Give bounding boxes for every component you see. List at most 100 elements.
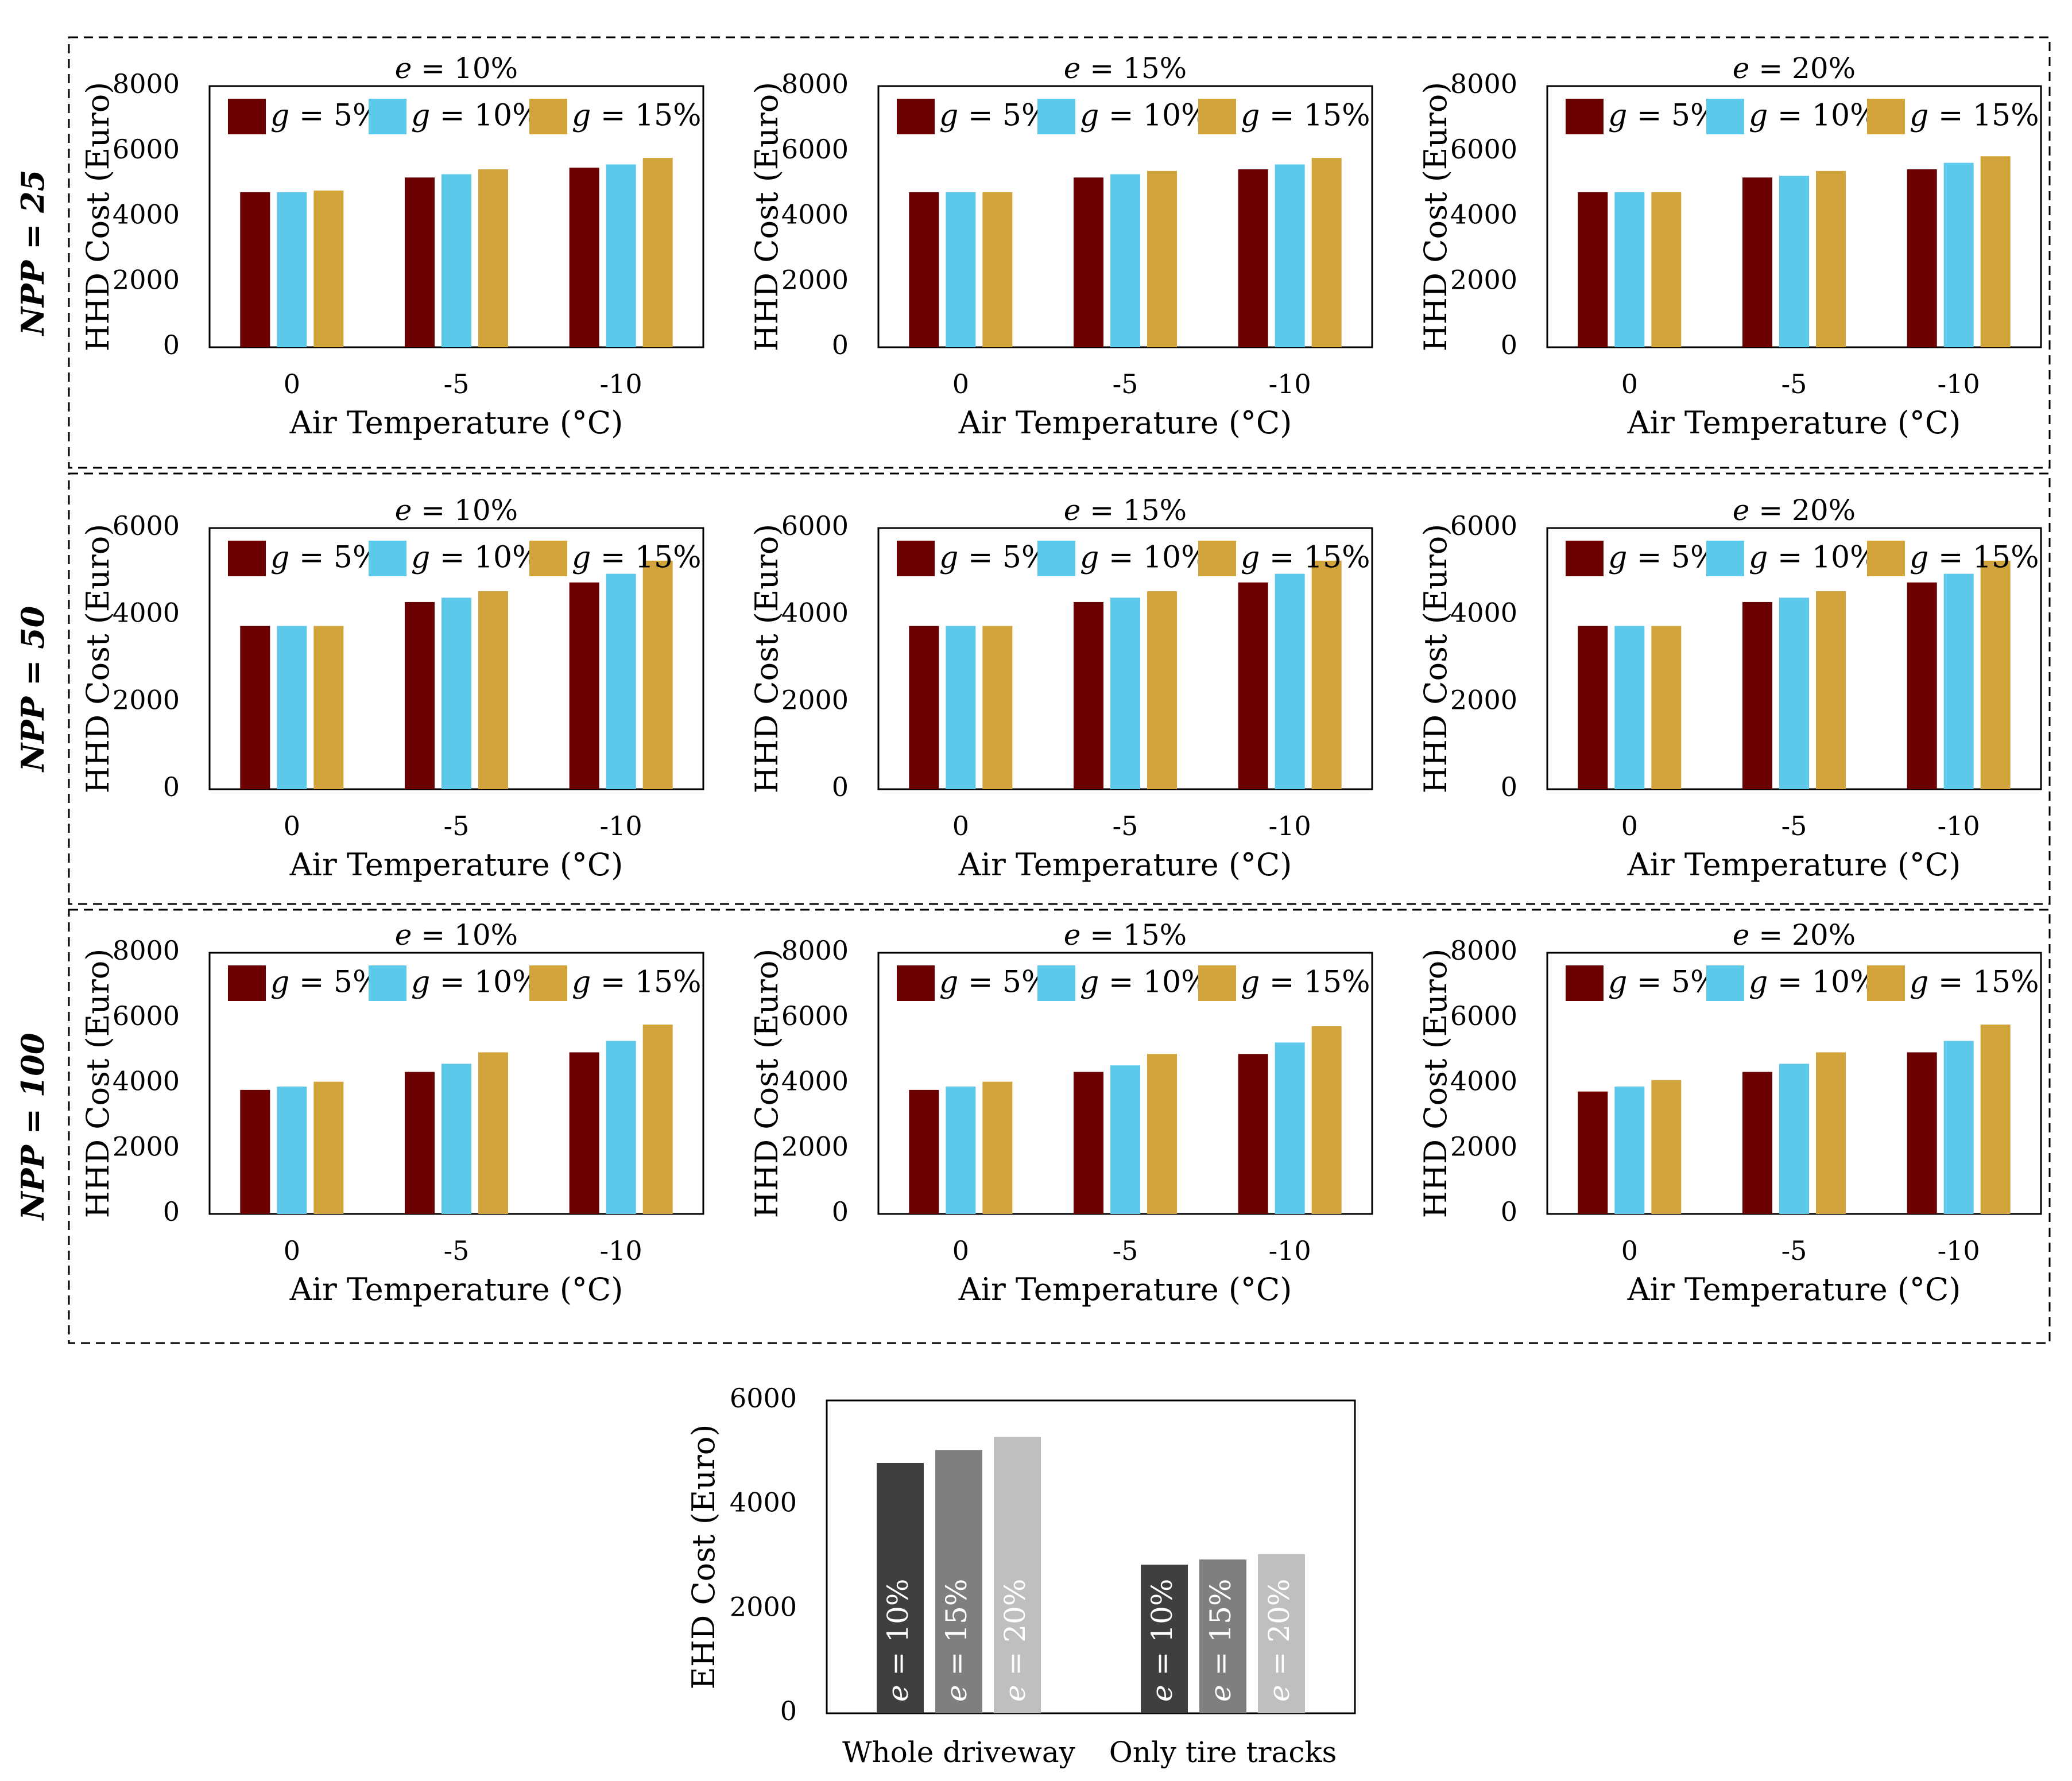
y-axis-label: HHD Cost (Euro) — [80, 524, 116, 794]
legend-swatch — [1037, 965, 1075, 1001]
x-tick-label: -5 — [1781, 1235, 1807, 1266]
bar — [1907, 582, 1937, 789]
bar — [606, 1041, 636, 1214]
bar — [642, 560, 673, 789]
bar — [240, 1089, 270, 1214]
bar — [1110, 174, 1140, 347]
panel-title: e = 10% — [395, 918, 518, 952]
x-axis-label: Air Temperature (°C) — [1627, 405, 1961, 441]
x-tick-label: -10 — [1269, 810, 1311, 841]
bar — [1578, 192, 1608, 347]
bar — [478, 169, 508, 347]
y-tick-label: 4000 — [113, 199, 180, 230]
x-tick-label: 0 — [1621, 1235, 1638, 1266]
y-tick-label: 6000 — [781, 510, 849, 541]
legend-label: g = 15% — [572, 541, 702, 575]
y-axis-label: HHD Cost (Euro) — [749, 82, 785, 352]
y-tick-label: 0 — [780, 1695, 797, 1726]
npp-group-box-2 — [68, 909, 2051, 1344]
legend-swatch — [1867, 965, 1905, 1001]
legend-swatch — [1867, 541, 1905, 576]
x-axis-label: Air Temperature (°C) — [289, 405, 623, 441]
bar — [1578, 626, 1608, 789]
x-tick-label: 0 — [1621, 810, 1638, 841]
y-tick-label: 0 — [1501, 771, 1517, 802]
x-tick-label: -10 — [600, 1235, 642, 1266]
bar — [1311, 158, 1342, 347]
bar — [569, 1052, 599, 1214]
bar — [1614, 192, 1645, 347]
legend-swatch — [228, 541, 266, 576]
bar — [642, 1025, 673, 1214]
y-tick-label: 4000 — [781, 1066, 849, 1097]
y-tick-label: 0 — [163, 1196, 180, 1227]
panel-title: e = 20% — [1733, 494, 1856, 527]
x-tick-label: 0 — [952, 1235, 969, 1266]
bar-series-label: e = 10% — [881, 1579, 915, 1702]
bar — [1980, 1025, 2011, 1214]
bar — [405, 1072, 435, 1214]
y-tick-label: 6000 — [781, 134, 849, 165]
x-tick-label: 0 — [284, 810, 300, 841]
y-tick-label: 2000 — [1450, 1131, 1517, 1162]
legend-label: g = 10% — [1080, 99, 1210, 133]
legend-label: g = 10% — [411, 541, 541, 575]
y-tick-label: 2000 — [113, 264, 180, 295]
legend-label: g = 15% — [1241, 99, 1370, 133]
x-tick-label: -5 — [444, 1235, 470, 1266]
bar — [1110, 597, 1140, 789]
bar — [277, 1087, 307, 1214]
y-axis-label: HHD Cost (Euro) — [1418, 524, 1454, 794]
bar — [478, 1052, 508, 1214]
x-tick-label: -5 — [1113, 810, 1138, 841]
bar — [1258, 1554, 1305, 1713]
bar — [441, 597, 471, 789]
legend-label: g = 10% — [1749, 99, 1879, 133]
legend-swatch — [369, 99, 406, 134]
legend-label: g = 5% — [270, 99, 381, 133]
x-tick-label: 0 — [1621, 368, 1638, 399]
y-tick-label: 8000 — [781, 68, 849, 99]
x-tick-label: -10 — [600, 368, 642, 399]
bar — [946, 1087, 976, 1214]
y-tick-label: 0 — [1501, 1196, 1517, 1227]
bar — [642, 158, 673, 347]
y-tick-label: 0 — [832, 329, 849, 360]
bar — [909, 192, 939, 347]
bar — [1980, 560, 2011, 789]
legend-label: g = 5% — [939, 99, 1049, 133]
legend-label: g = 15% — [1241, 965, 1370, 1000]
x-tick-label: 0 — [952, 368, 969, 399]
bar — [1614, 626, 1645, 789]
y-tick-label: 2000 — [781, 264, 849, 295]
y-tick-label: 0 — [163, 329, 180, 360]
x-tick-label: -10 — [1938, 1235, 1980, 1266]
panel-title: e = 20% — [1733, 918, 1856, 952]
bar — [1238, 582, 1268, 789]
y-tick-label: 8000 — [113, 68, 180, 99]
npp-group-label: NPP = 50 — [14, 606, 51, 773]
x-tick-label: -5 — [1113, 1235, 1138, 1266]
bar — [277, 626, 307, 789]
y-tick-label: 6000 — [113, 1000, 180, 1031]
bar — [240, 192, 270, 347]
y-tick-label: 2000 — [1450, 684, 1517, 715]
bar — [1907, 169, 1937, 347]
bar — [606, 164, 636, 347]
y-tick-label: 8000 — [781, 935, 849, 966]
legend-swatch — [369, 541, 406, 576]
y-axis-label: HHD Cost (Euro) — [1418, 949, 1454, 1219]
bar — [1275, 1042, 1305, 1214]
bar — [313, 191, 344, 347]
bar — [1943, 162, 1974, 347]
legend-swatch — [228, 965, 266, 1001]
legend-swatch — [1706, 99, 1744, 134]
y-tick-label: 6000 — [113, 134, 180, 165]
y-tick-label: 8000 — [1450, 935, 1517, 966]
legend-label: g = 5% — [1608, 541, 1718, 575]
bar — [1238, 169, 1268, 347]
x-tick-label: -10 — [600, 810, 642, 841]
y-tick-label: 8000 — [113, 935, 180, 966]
